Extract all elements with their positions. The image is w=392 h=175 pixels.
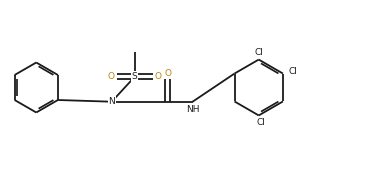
Text: N: N xyxy=(108,97,115,106)
Text: S: S xyxy=(132,72,138,81)
Text: Cl: Cl xyxy=(256,118,265,127)
Text: O: O xyxy=(164,69,171,78)
Text: NH: NH xyxy=(186,104,199,114)
Text: Cl: Cl xyxy=(254,48,263,57)
Text: O: O xyxy=(155,72,162,81)
Text: Cl: Cl xyxy=(288,66,297,76)
Text: O: O xyxy=(108,72,115,81)
